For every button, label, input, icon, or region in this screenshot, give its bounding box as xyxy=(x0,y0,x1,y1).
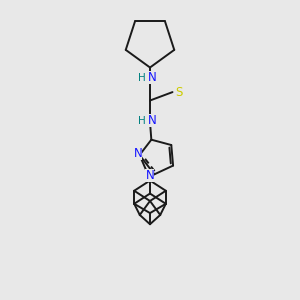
Text: N: N xyxy=(148,71,157,84)
Text: N: N xyxy=(146,169,154,182)
Text: N: N xyxy=(134,147,142,160)
Text: H: H xyxy=(138,73,146,83)
Text: H: H xyxy=(138,116,146,126)
Text: S: S xyxy=(176,85,183,99)
Text: N: N xyxy=(148,114,157,128)
